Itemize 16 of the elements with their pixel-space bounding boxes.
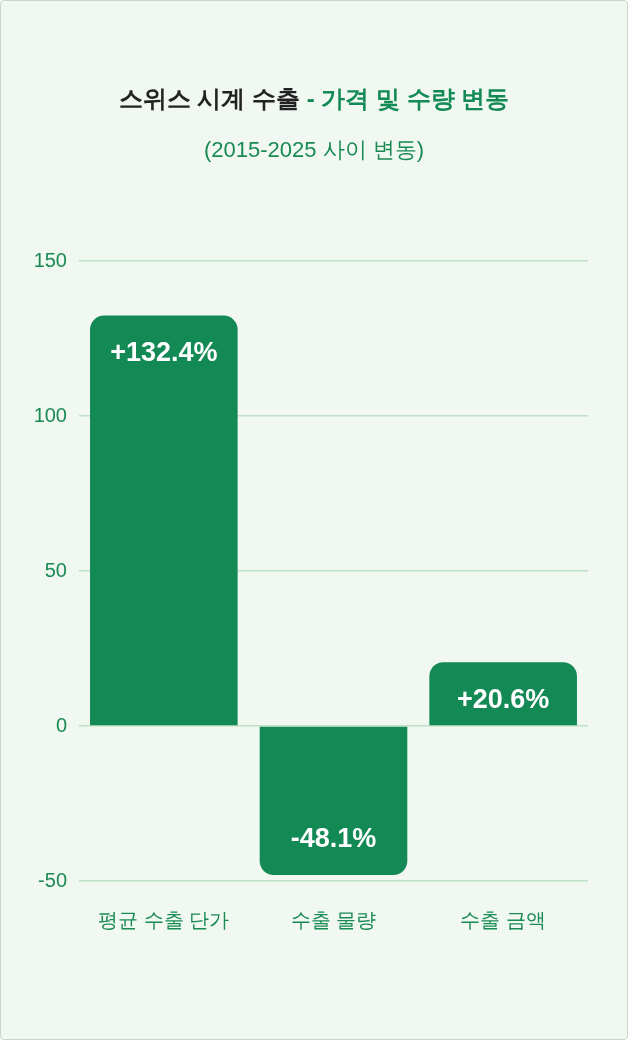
x-tick-label: 수출 물량: [290, 908, 377, 931]
data-label: +132.4%: [110, 337, 218, 368]
y-tick-label: 50: [44, 558, 67, 581]
bar: [429, 662, 577, 726]
chart-subtitle: (2015-2025 사이 변동): [202, 136, 426, 164]
bar: [259, 726, 408, 876]
y-tick-label: 150: [33, 248, 67, 271]
x-tick-label: 평균 수출 단가: [98, 908, 230, 931]
y-tick-label: 100: [33, 403, 67, 426]
y-tick-label: -50: [38, 868, 67, 891]
x-tick-label: 수출 금액: [460, 908, 546, 931]
y-tick-label: 0: [55, 713, 67, 736]
bar: [90, 315, 238, 726]
chart-title: 스위스 시계 수출 - 가격 및 수량 변동: [118, 85, 510, 112]
data-label: -48.1%: [290, 822, 377, 853]
data-label: +20.6%: [457, 683, 550, 714]
